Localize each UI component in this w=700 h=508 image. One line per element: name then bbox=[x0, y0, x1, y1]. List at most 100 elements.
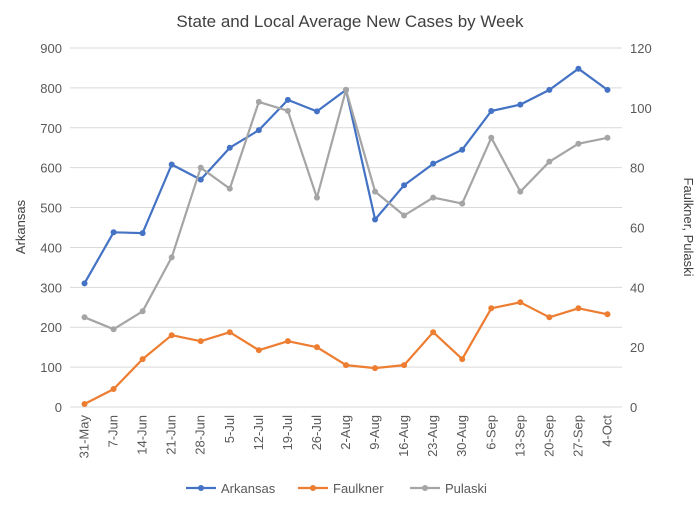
data-point bbox=[604, 134, 611, 141]
data-point bbox=[284, 338, 291, 345]
right-tick-label: 60 bbox=[630, 221, 644, 236]
legend-label: Arkansas bbox=[221, 481, 276, 496]
data-point bbox=[546, 86, 553, 93]
left-tick-label: 0 bbox=[55, 400, 62, 415]
data-point bbox=[255, 98, 262, 105]
series-line bbox=[84, 88, 608, 331]
right-tick-label: 80 bbox=[630, 161, 644, 176]
series-pulaski bbox=[81, 86, 611, 333]
right-tick-label: 40 bbox=[630, 280, 644, 295]
x-tick-label: 9-Aug bbox=[367, 415, 382, 450]
data-point bbox=[139, 308, 146, 315]
x-tick-label: 16-Aug bbox=[396, 415, 411, 457]
x-tick-label: 28-Jun bbox=[193, 415, 208, 455]
data-point bbox=[575, 140, 582, 147]
legend: Arkansas Faulkner Pulaski bbox=[186, 481, 487, 496]
data-point bbox=[197, 338, 204, 345]
legend-label: Faulkner bbox=[333, 481, 384, 496]
x-tick-label: 7-Jun bbox=[106, 415, 121, 448]
x-tick-label: 13-Sep bbox=[512, 415, 527, 457]
series-layer bbox=[81, 65, 611, 408]
legend-item: Faulkner bbox=[298, 481, 384, 496]
legend-item: Pulaski bbox=[410, 481, 487, 496]
x-tick-label: 31-May bbox=[77, 415, 92, 459]
data-point bbox=[110, 326, 117, 333]
data-point bbox=[430, 329, 437, 336]
data-point bbox=[401, 362, 408, 369]
data-point bbox=[517, 188, 524, 195]
data-point bbox=[255, 127, 262, 134]
left-tick-label: 200 bbox=[40, 320, 62, 335]
data-point bbox=[401, 182, 408, 189]
data-point bbox=[517, 299, 524, 306]
data-point bbox=[284, 96, 291, 103]
x-tick-label: 12-Jul bbox=[251, 415, 266, 451]
data-point bbox=[110, 386, 117, 393]
data-point bbox=[372, 365, 379, 372]
data-point bbox=[139, 356, 146, 363]
data-point bbox=[546, 314, 553, 321]
left-tick-label: 700 bbox=[40, 121, 62, 136]
legend-item: Arkansas bbox=[186, 481, 276, 496]
right-tick-label: 20 bbox=[630, 340, 644, 355]
data-point bbox=[81, 280, 88, 287]
x-tick-label: 19-Jul bbox=[280, 415, 295, 451]
right-tick-label: 0 bbox=[630, 400, 637, 415]
x-tick-label: 20-Sep bbox=[541, 415, 556, 457]
data-point bbox=[81, 314, 88, 321]
right-tick-label: 100 bbox=[630, 101, 652, 116]
left-tick-label: 400 bbox=[40, 240, 62, 255]
x-tick-label: 6-Sep bbox=[483, 415, 498, 450]
data-point bbox=[343, 86, 349, 93]
left-tick-label: 800 bbox=[40, 81, 62, 96]
x-tick-label: 23-Aug bbox=[425, 415, 440, 457]
right-axis-label: Faulkner, Pulaski bbox=[681, 178, 696, 277]
x-tick-label: 27-Sep bbox=[570, 415, 585, 457]
right-axis-ticks: 0 20 40 60 80 100 120 bbox=[630, 41, 652, 415]
legend-label: Pulaski bbox=[445, 481, 487, 496]
data-point bbox=[604, 311, 611, 318]
data-point bbox=[81, 401, 88, 408]
series-line bbox=[83, 301, 608, 405]
x-tick-label: 26-Jul bbox=[309, 415, 324, 451]
data-point bbox=[168, 161, 175, 168]
x-tick-label: 5-Jul bbox=[222, 415, 237, 443]
x-tick-label: 2-Aug bbox=[338, 415, 353, 450]
left-tick-label: 600 bbox=[40, 161, 62, 176]
x-tick-label: 4-Oct bbox=[599, 415, 614, 447]
legend-marker bbox=[422, 485, 428, 491]
chart-title: State and Local Average New Cases by Wee… bbox=[176, 12, 524, 31]
data-point bbox=[197, 164, 204, 171]
left-axis-ticks: 0 100 200 300 400 500 600 700 800 900 bbox=[40, 41, 62, 415]
right-tick-label: 120 bbox=[630, 41, 652, 56]
legend-marker bbox=[310, 485, 316, 491]
left-tick-label: 900 bbox=[40, 41, 62, 56]
data-point bbox=[575, 65, 582, 72]
data-point bbox=[517, 101, 524, 108]
data-point bbox=[343, 362, 349, 369]
data-point bbox=[313, 194, 320, 201]
data-point bbox=[459, 356, 466, 363]
data-point bbox=[226, 329, 233, 336]
data-point bbox=[488, 305, 495, 312]
data-point bbox=[110, 229, 117, 236]
data-point bbox=[575, 305, 582, 312]
data-point bbox=[604, 86, 611, 93]
gridlines bbox=[70, 47, 622, 408]
data-point bbox=[488, 134, 495, 141]
data-point bbox=[168, 254, 175, 261]
data-point bbox=[313, 344, 320, 351]
x-axis-ticks: 31-May 7-Jun 14-Jun 21-Jun 28-Jun 5-Jul 12-Jul… bbox=[77, 415, 615, 459]
x-tick-label: 30-Aug bbox=[454, 415, 469, 457]
data-point bbox=[139, 230, 146, 237]
data-point bbox=[401, 212, 408, 219]
data-point bbox=[372, 188, 379, 195]
data-point bbox=[168, 332, 175, 339]
left-tick-label: 500 bbox=[40, 201, 62, 216]
data-point bbox=[430, 160, 437, 167]
series-faulkner bbox=[81, 299, 611, 408]
data-point bbox=[546, 158, 553, 165]
left-tick-label: 100 bbox=[40, 360, 62, 375]
data-point bbox=[197, 176, 204, 183]
